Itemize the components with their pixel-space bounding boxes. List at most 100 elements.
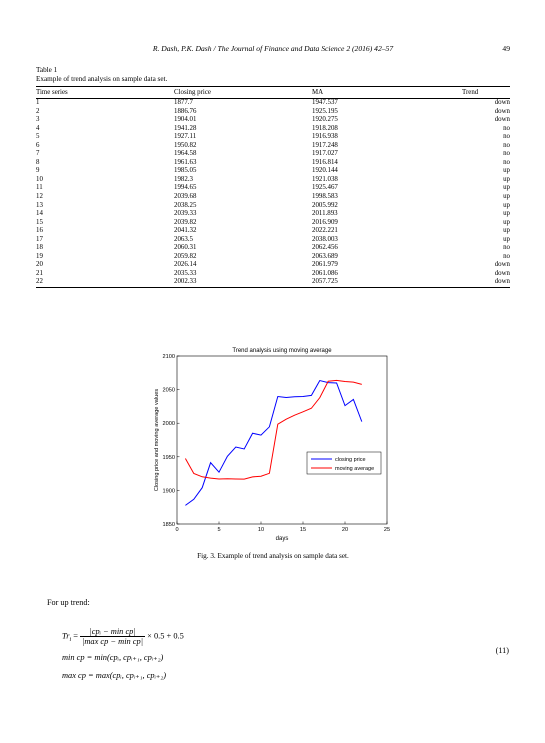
- table-row: 15 2039.82 2016.909 up: [36, 219, 510, 228]
- table-cell: up: [503, 167, 510, 175]
- page-number: 49: [502, 44, 510, 53]
- table-row: 17 2063.5 2038.003 up: [36, 236, 510, 245]
- column-header: MA: [312, 86, 462, 99]
- table-cell: down: [494, 261, 510, 269]
- table-cell: 2063.689: [312, 252, 338, 260]
- y-tick-label: 1950: [163, 455, 175, 461]
- table-cell: 1920.275: [312, 116, 338, 124]
- equation-tr: Tri = |cpᵢ − min cp| |max cp − min cp| ×…: [62, 627, 184, 646]
- table-label: Table 1: [36, 66, 58, 74]
- table-cell: 19: [36, 252, 43, 260]
- equation-max: max cp = max(cpᵢ, cpᵢ₊₁, cpᵢ₊₂): [62, 671, 167, 680]
- equation-number: (11): [495, 646, 509, 655]
- table-cell: 1998.583: [312, 193, 338, 201]
- table-cell: 2016.909: [312, 218, 338, 226]
- y-tick-label: 1850: [163, 522, 175, 528]
- x-tick-label: 15: [300, 527, 306, 533]
- table-row: 22 2002.33 2057.725 down: [36, 278, 510, 289]
- y-axis-label: Closing price and moving average values: [154, 389, 160, 492]
- table-cell: 1921.038: [312, 175, 338, 183]
- table-cell: 1925.467: [312, 184, 338, 192]
- paragraph: For up trend:: [47, 598, 90, 607]
- table-row: 19 2059.82 2063.689 no: [36, 253, 510, 262]
- table-cell: 21: [36, 269, 43, 277]
- column-header: Time series: [36, 86, 174, 99]
- table-cell: no: [503, 141, 510, 149]
- legend-entry: moving average: [335, 466, 374, 472]
- table-cell: down: [462, 278, 510, 289]
- table-cell: up: [503, 218, 510, 226]
- table-cell: 1961.63: [174, 158, 197, 166]
- table-cell: 3: [36, 116, 40, 124]
- table-cell: 12: [36, 193, 43, 201]
- table-row: 10 1982.3 1921.038 up: [36, 176, 510, 185]
- x-tick-label: 10: [258, 527, 264, 533]
- table-cell: no: [503, 133, 510, 141]
- table-cell: 2038.003: [312, 235, 338, 243]
- y-tick-label: 2100: [163, 354, 175, 360]
- table-cell: 1: [36, 99, 40, 106]
- column-header: Closing price: [174, 86, 312, 99]
- table-row: 18 2060.31 2062.456 no: [36, 244, 510, 253]
- eq-equals: =: [73, 631, 78, 641]
- table-cell: 1916.938: [312, 133, 338, 141]
- x-tick-label: 5: [217, 527, 220, 533]
- table-row: 6 1950.82 1917.248 no: [36, 142, 510, 151]
- table-cell: 2061.979: [312, 261, 338, 269]
- table-cell: 2039.33: [174, 210, 197, 218]
- table-cell: down: [494, 269, 510, 277]
- table-cell: 1918.208: [312, 124, 338, 132]
- table-caption-text: Example of trend analysis on sample data…: [36, 75, 168, 83]
- table-cell: no: [503, 158, 510, 166]
- table-cell: 17: [36, 235, 43, 243]
- table-cell: no: [503, 124, 510, 132]
- table-cell: 15: [36, 218, 43, 226]
- table-cell: 1927.11: [174, 133, 197, 141]
- table-cell: 10: [36, 175, 43, 183]
- table-cell: up: [503, 175, 510, 183]
- table-row: 21 2035.33 2061.086 down: [36, 270, 510, 279]
- table-cell: 1925.195: [312, 107, 338, 115]
- table-caption: Table 1 Example of trend analysis on sam…: [36, 66, 167, 84]
- table-cell: 14: [36, 210, 43, 218]
- table-row: 1 1877.7 1947.537 down: [36, 99, 510, 108]
- table-cell: 2039.82: [174, 218, 197, 226]
- eq-fraction: |cpᵢ − min cp| |max cp − min cp|: [80, 627, 146, 646]
- table-cell: 11: [36, 184, 43, 192]
- table-header-row: Time series Closing price MA Trend: [36, 86, 510, 99]
- figure-caption: Fig. 3. Example of trend analysis on sam…: [197, 552, 349, 560]
- table-row: 7 1964.58 1917.027 no: [36, 150, 510, 159]
- table-cell: 2026.14: [174, 261, 197, 269]
- table-row: 13 2038.25 2005.992 up: [36, 202, 510, 211]
- page-header: R. Dash, P.K. Dash / The Journal of Fina…: [36, 44, 510, 56]
- table-body: 1 1877.7 1947.537 down 2 1886.76 1925.195 down 3…: [36, 99, 510, 289]
- table-cell: down: [494, 116, 510, 124]
- table-cell: 2061.086: [312, 269, 338, 277]
- table-cell: 1917.027: [312, 150, 338, 158]
- legend-entry: closing price: [335, 457, 366, 463]
- table-cell: 2057.725: [312, 278, 462, 289]
- table-row: 11 1994.65 1925.467 up: [36, 184, 510, 193]
- eq-tail: × 0.5 + 0.5: [147, 631, 184, 641]
- table-cell: up: [503, 235, 510, 243]
- table-cell: 1964.58: [174, 150, 197, 158]
- running-head: R. Dash, P.K. Dash / The Journal of Fina…: [152, 44, 394, 53]
- eq-numerator: |cpᵢ − min cp|: [80, 627, 146, 637]
- table-cell: up: [503, 184, 510, 192]
- table-cell: 1985.05: [174, 167, 197, 175]
- table-cell: 2011.893: [312, 210, 338, 218]
- figure-3: 0 5 10 15 20 25 1850 1900 1950 2000 2050 2100 Trend…: [150, 342, 400, 542]
- table-cell: 1947.537: [312, 99, 338, 106]
- table-cell: 2038.25: [174, 201, 197, 209]
- table-row: 9 1985.05 1920.144 up: [36, 167, 510, 176]
- table-cell: no: [503, 252, 510, 260]
- x-tick-label: 20: [342, 527, 348, 533]
- series-moving-average: [184, 379, 362, 480]
- table-cell: 2062.456: [312, 244, 338, 252]
- table-cell: 16: [36, 227, 43, 235]
- table-cell: 2060.31: [174, 244, 197, 252]
- table-cell: 20: [36, 261, 43, 269]
- table-cell: 7: [36, 150, 40, 158]
- trend-chart: 0 5 10 15 20 25 1850 1900 1950 2000 2050 2100 Trend…: [154, 348, 390, 542]
- eq-denominator: |max cp − min cp|: [82, 637, 144, 646]
